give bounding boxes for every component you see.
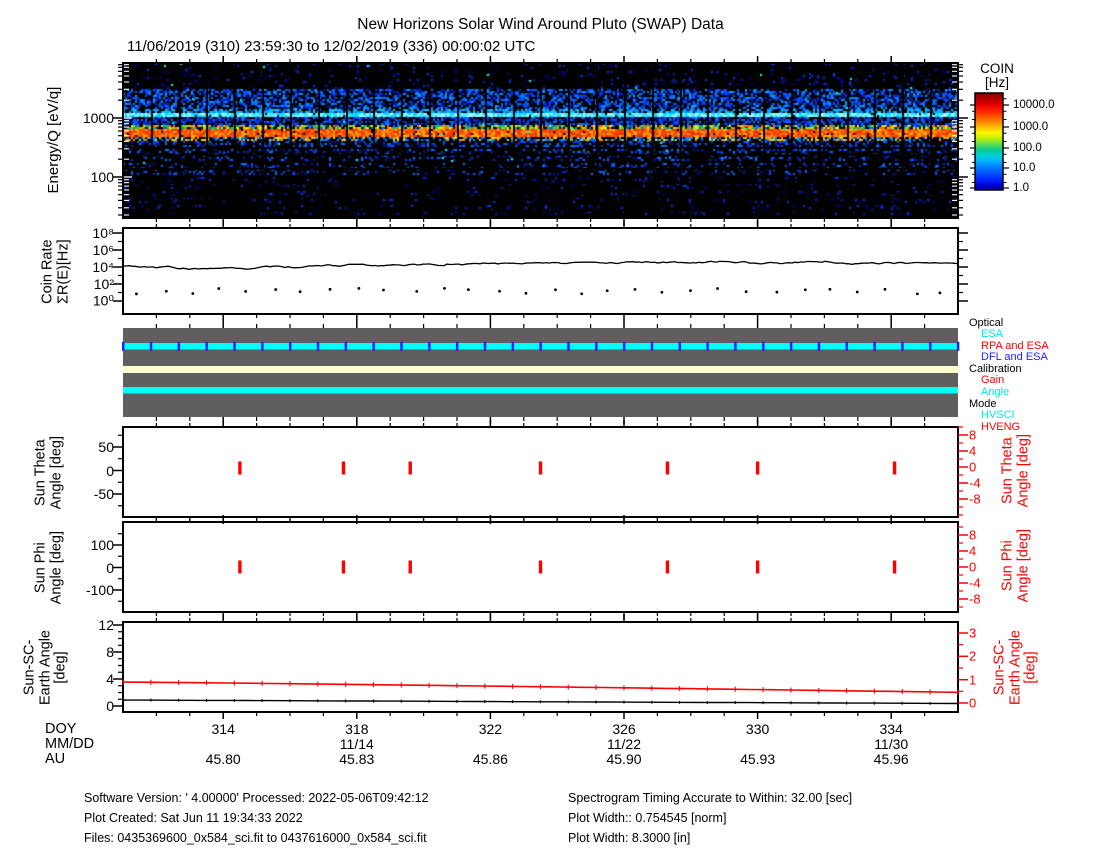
colorbar-tick-label: 1000.0 — [1013, 121, 1049, 133]
colorbar-tick-label: 100.0 — [1013, 142, 1042, 154]
x-tick-doy: 314 — [211, 721, 235, 737]
colorbar-tick-label: 10.0 — [1013, 162, 1036, 174]
x-tick-au: 45.93 — [740, 751, 776, 767]
coinrate-ytick-label: 10⁰ — [92, 292, 114, 309]
sun-sc-earth-right-tick-label: 0 — [969, 695, 977, 711]
status-legend: Optical ESA RPA and ESA DFL and ESA Calibrat… — [969, 317, 1049, 433]
x-tick-au: 45.86 — [472, 751, 508, 767]
footer-right: Spectrogram Timing Accurate to Within: 3… — [568, 791, 853, 845]
sun-theta-right-tick-label: 0 — [969, 459, 977, 475]
x-tick-doy: 326 — [612, 721, 636, 737]
coinrate-ytick-label: 10⁴ — [92, 259, 114, 275]
plot-time-range: 11/06/2019 (310) 23:59:30 to 12/02/2019 … — [127, 38, 536, 55]
sun-theta-ytick-label: -50 — [93, 486, 114, 502]
sun-sc-earth-ytick-label: 4 — [106, 671, 114, 687]
colorbar-tick-label: 1.0 — [1013, 182, 1029, 194]
x-tick-mmdd: 11/14 — [339, 736, 374, 752]
footer-left: Software Version: ' 4.00000' Processed: … — [84, 791, 429, 845]
x-tick-doy: 330 — [745, 721, 770, 737]
sun-theta-right-tick-label: 8 — [969, 427, 977, 443]
sun-theta-ytick-label: 0 — [106, 462, 114, 479]
x-tick-doy: 322 — [478, 721, 503, 737]
x-tick-au: 45.90 — [606, 751, 642, 767]
colorbar-title: COIN [Hz] — [980, 61, 1014, 91]
legend-entry-hveng: HVENG — [981, 420, 1021, 433]
coinrate-ytick-label: 10⁶ — [92, 242, 114, 258]
x-tick-mmdd: 11/22 — [607, 736, 641, 752]
legend-entry-esa: ESA — [981, 328, 1004, 341]
sun-phi-right-tick-label: -8 — [969, 591, 981, 607]
sun-phi-right-tick-label: 0 — [969, 559, 977, 575]
x-tick-mmdd: 11/30 — [874, 736, 909, 752]
x-tick-doy: 334 — [879, 721, 903, 737]
colorbar — [975, 93, 1003, 190]
legend-entry-mode: Mode — [969, 398, 997, 411]
x-tick-au: 45.83 — [339, 751, 375, 767]
doy-row-label: DOY — [45, 721, 77, 737]
spectrogram-image — [123, 63, 958, 218]
sun-theta-ytick-label: 50 — [98, 439, 114, 455]
coinrate-ytick-label: 10² — [93, 276, 114, 292]
sun-phi-right-tick-label: 4 — [969, 543, 977, 559]
sun-theta-right-tick-label: 4 — [969, 443, 977, 459]
legend-entry-gain: Gain — [981, 374, 1005, 387]
sun-phi-right-tick-label: 8 — [969, 527, 977, 543]
plot-title: New Horizons Solar Wind Around Pluto (SW… — [357, 16, 724, 33]
mmdd-row-label: MM/DD — [45, 736, 95, 752]
sun-phi-ytick-label: -100 — [85, 582, 114, 598]
spectrogram-ytick-label: 100 — [90, 169, 114, 185]
sun-phi-ytick-label: 0 — [106, 559, 114, 576]
sun-phi-right-tick-label: -4 — [969, 575, 981, 591]
sun-sc-earth-ytick-label: 8 — [106, 644, 114, 660]
legend-entry-dfl-and-esa: DFL and ESA — [981, 350, 1048, 363]
sun-sc-earth-ytick-label: 0 — [106, 698, 114, 714]
au-row-label: AU — [45, 751, 66, 767]
x-tick-au: 45.80 — [205, 751, 241, 767]
sun-theta-right-tick-label: -4 — [969, 475, 981, 491]
legend-entry-calibration: Calibration — [969, 363, 1022, 376]
x-tick-doy: 318 — [345, 721, 369, 737]
legend-entry-optical: Optical — [969, 317, 1004, 329]
sun-sc-earth-right-tick-label: 3 — [969, 625, 977, 641]
sun-sc-earth-right-tick-label: 2 — [969, 648, 977, 664]
colorbar-tick-label: 10000.0 — [1013, 99, 1055, 111]
sun-phi-ytick-label: 100 — [90, 537, 114, 553]
sun-sc-earth-ytick-label: 12 — [98, 617, 114, 633]
legend-entry-angle: Angle — [981, 385, 1010, 398]
legend-entry-hvsci: HVSCI — [981, 409, 1015, 422]
sun-theta-right-tick-label: -8 — [969, 491, 981, 507]
coinrate-ytick-label: 10⁸ — [92, 225, 114, 241]
sun-sc-earth-right-tick-label: 1 — [969, 672, 977, 688]
x-tick-au: 45.96 — [873, 751, 909, 767]
spectrogram-ytick-label: 1000 — [82, 110, 114, 126]
legend-entry-rpa-and-esa: RPA and ESA — [981, 339, 1049, 352]
